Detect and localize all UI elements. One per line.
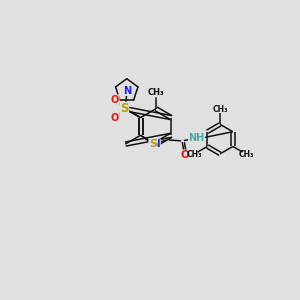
Text: S: S xyxy=(120,102,129,115)
Text: S: S xyxy=(149,139,157,149)
Text: N: N xyxy=(152,139,160,149)
Text: O: O xyxy=(181,150,189,160)
Text: CH₃: CH₃ xyxy=(212,105,228,114)
Text: N: N xyxy=(123,85,131,95)
Text: CH₃: CH₃ xyxy=(148,88,164,97)
Text: NH: NH xyxy=(188,133,205,142)
Text: O: O xyxy=(111,95,119,105)
Text: CH₃: CH₃ xyxy=(238,150,254,159)
Text: CH₃: CH₃ xyxy=(186,150,202,159)
Text: O: O xyxy=(111,112,119,123)
